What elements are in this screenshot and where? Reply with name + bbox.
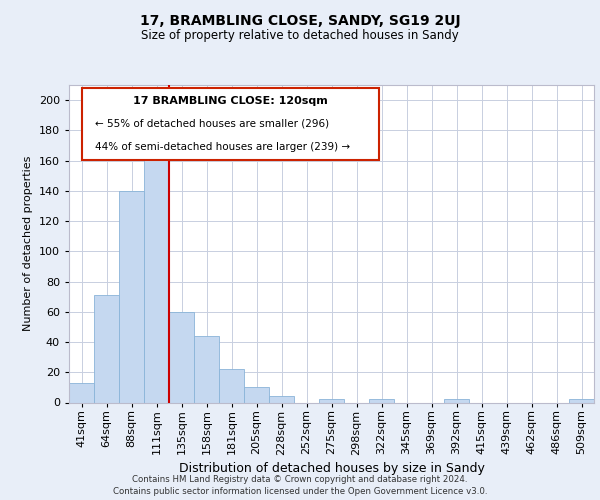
Bar [244,388,269,402]
Y-axis label: Number of detached properties: Number of detached properties [23,156,33,332]
Text: Contains HM Land Registry data © Crown copyright and database right 2024.: Contains HM Land Registry data © Crown c… [132,476,468,484]
Text: Contains public sector information licensed under the Open Government Licence v3: Contains public sector information licen… [113,488,487,496]
Bar [444,400,469,402]
FancyBboxPatch shape [82,88,379,160]
Text: 17, BRAMBLING CLOSE, SANDY, SG19 2UJ: 17, BRAMBLING CLOSE, SANDY, SG19 2UJ [140,14,460,28]
Text: Size of property relative to detached houses in Sandy: Size of property relative to detached ho… [141,28,459,42]
Bar [69,383,94,402]
Bar [219,369,244,402]
Bar [119,191,144,402]
Bar [94,295,119,403]
Bar [269,396,294,402]
Text: 44% of semi-detached houses are larger (239) →: 44% of semi-detached houses are larger (… [95,142,350,152]
Bar [144,150,169,403]
Bar [569,400,594,402]
Bar [194,336,219,402]
Text: ← 55% of detached houses are smaller (296): ← 55% of detached houses are smaller (29… [95,119,329,129]
X-axis label: Distribution of detached houses by size in Sandy: Distribution of detached houses by size … [179,462,484,474]
Bar [169,312,194,402]
Bar [369,400,394,402]
Text: 17 BRAMBLING CLOSE: 120sqm: 17 BRAMBLING CLOSE: 120sqm [133,96,328,106]
Bar [319,400,344,402]
